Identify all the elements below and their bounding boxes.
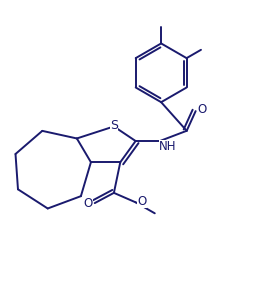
Text: O: O <box>137 195 147 208</box>
Text: S: S <box>110 119 118 132</box>
Text: O: O <box>84 197 93 210</box>
Text: O: O <box>197 103 207 116</box>
Text: NH: NH <box>159 140 176 153</box>
